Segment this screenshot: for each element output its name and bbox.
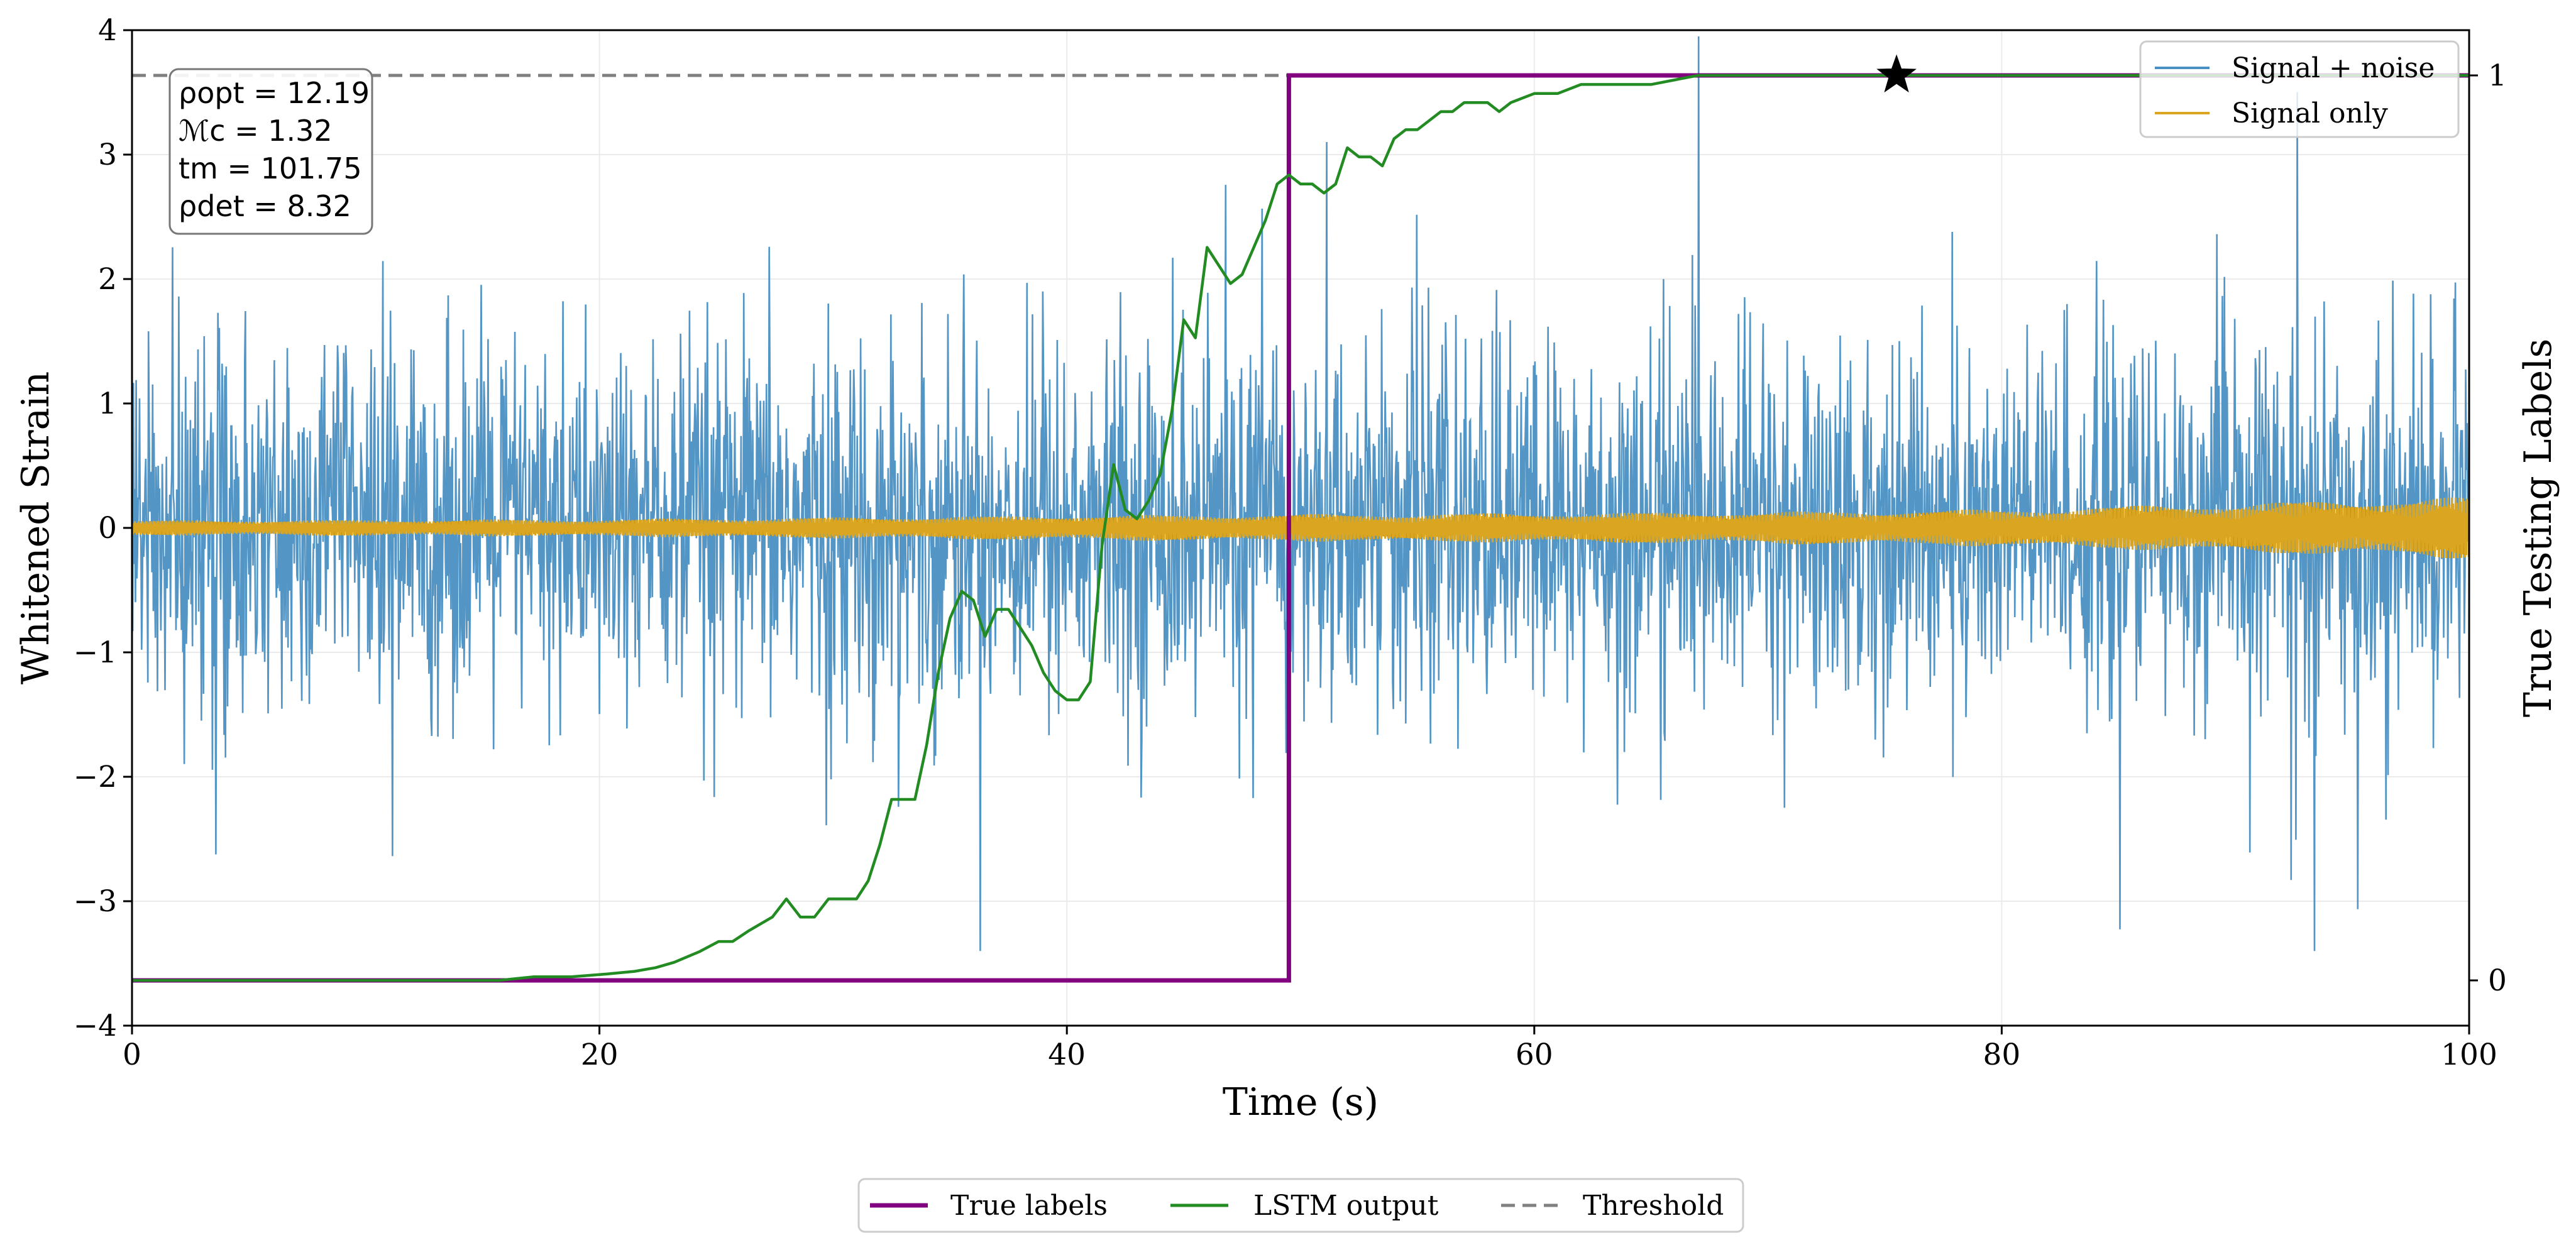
y-tick-label-6: −2 — [74, 760, 117, 794]
x-tick-label-5: 100 — [2441, 1038, 2497, 1072]
y-tick-label-8: −4 — [74, 1009, 117, 1043]
info-box-line-2: tm = 101.75 — [179, 151, 362, 185]
lower-legend-box — [857, 1178, 1744, 1233]
detection-star-marker — [1876, 54, 1917, 93]
y-tick-label-3: 1 — [98, 387, 117, 421]
axes: 0 20 40 60 80 100 4 3 2 1 0 −1 −2 −3 −4 1 0 Time (s) White… — [14, 13, 2560, 1124]
x-tick-label-0: 0 — [123, 1038, 141, 1072]
x-tick-label-4: 80 — [1983, 1038, 2020, 1072]
info-box — [168, 68, 373, 235]
legends: Signal + noise Signal only True labels LSTM… — [857, 40, 2460, 1233]
signal-plus-noise-line — [131, 36, 2470, 951]
upper-legend-label-1: Signal only — [2232, 97, 2388, 129]
plot-area — [131, 36, 2470, 983]
info-box-line-3: ρdet = 8.32 — [179, 189, 351, 223]
right-y-axis-title: True Testing Labels — [2516, 339, 2560, 718]
y-tick-label-7: −3 — [74, 884, 117, 919]
upper-legend-label-0: Signal + noise — [2232, 52, 2435, 84]
y-tick-label-4: 0 — [98, 511, 117, 546]
lower-legend-label-2: Threshold — [1583, 1190, 1724, 1222]
info-box-line-0: ρopt = 12.19 — [179, 76, 370, 110]
x-tick-label-3: 60 — [1516, 1038, 1553, 1072]
lower-legend-label-0: True labels — [950, 1190, 1108, 1222]
right-y-tick-label-0: 1 — [2488, 58, 2507, 93]
lower-legend-label-1: LSTM output — [1253, 1190, 1439, 1222]
y-tick-label-2: 2 — [98, 262, 117, 297]
y-tick-label-0: 4 — [98, 13, 117, 48]
x-tick-label-2: 40 — [1048, 1038, 1086, 1072]
right-y-tick-label-1: 0 — [2488, 963, 2507, 998]
y-tick-label-1: 3 — [98, 138, 117, 172]
x-axis-title: Time (s) — [1223, 1080, 1379, 1124]
signal-only-line — [131, 497, 2470, 559]
info-box-line-1: ℳc = 1.32 — [179, 114, 333, 148]
x-tick-label-1: 20 — [581, 1038, 619, 1072]
y-tick-label-5: −1 — [74, 635, 117, 670]
upper-legend-box — [2139, 40, 2460, 138]
y-axis-title: Whitened Strain — [14, 371, 58, 684]
lstm-output-line — [132, 74, 2469, 982]
